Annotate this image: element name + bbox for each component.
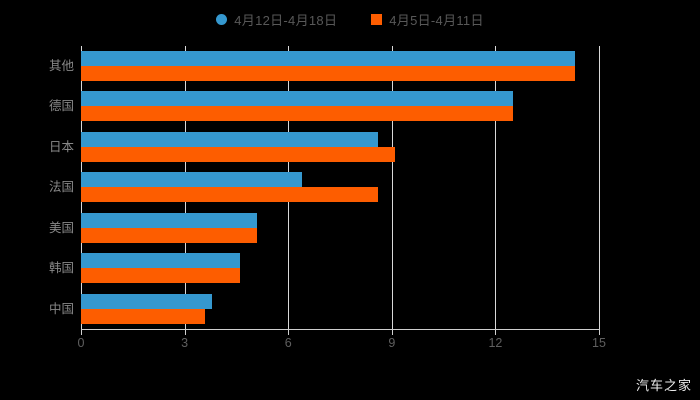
bar-group <box>81 208 599 248</box>
bar-orange[interactable] <box>81 308 206 324</box>
tick-mark <box>81 330 82 335</box>
legend-swatch-circle-icon <box>216 13 228 25</box>
watermark: 汽车之家 <box>635 378 692 393</box>
tick-label: 0 <box>77 336 85 350</box>
y-axis-label-5: 韩国 <box>48 261 74 276</box>
bar-orange[interactable] <box>81 227 258 243</box>
bar-group <box>81 248 599 288</box>
bar-group <box>81 46 599 86</box>
y-axis-label-1: 德国 <box>48 99 74 114</box>
gridline-15 <box>599 46 600 329</box>
bar-blue[interactable] <box>81 293 213 309</box>
legend-swatch-square-icon <box>371 13 383 25</box>
chart-legend: 4月12日-4月18日 4月5日-4月11日 <box>0 6 700 32</box>
y-axis-category-labels: 其他德国日本法国美国韩国中国 <box>0 46 74 329</box>
bar-blue[interactable] <box>81 172 302 188</box>
gridline-12 <box>495 46 497 329</box>
tick-label: 3 <box>181 336 189 350</box>
y-axis-label-2: 日本 <box>48 139 74 154</box>
bar-orange[interactable] <box>81 146 396 162</box>
bar-blue[interactable] <box>81 253 240 269</box>
y-axis-label-0: 其他 <box>48 59 74 73</box>
bar-orange[interactable] <box>81 66 575 81</box>
y-axis-label-6: 中国 <box>48 301 74 316</box>
tick-mark <box>495 330 497 335</box>
tick-mark <box>599 330 600 335</box>
tick-mark <box>391 330 393 335</box>
tick-label: 9 <box>388 336 396 350</box>
x-axis-ticks: 0 3 6 9 12 15 <box>77 330 606 356</box>
tick-mark <box>184 330 186 335</box>
bar-blue[interactable] <box>81 51 575 66</box>
legend-item-orange[interactable]: 4月5日-4月11日 <box>371 10 484 29</box>
plot-area <box>81 46 600 329</box>
bar-blue[interactable] <box>81 131 378 147</box>
bar-orange[interactable] <box>81 187 378 203</box>
bar-rows <box>81 46 599 329</box>
bar-group <box>81 86 599 126</box>
legend-label-blue: 4月12日-4月18日 <box>234 12 338 28</box>
legend-item-blue[interactable]: 4月12日-4月18日 <box>216 10 337 29</box>
tick-label: 15 <box>592 336 606 350</box>
legend-label-orange: 4月5日-4月11日 <box>389 12 484 28</box>
bar-blue[interactable] <box>81 212 258 228</box>
bar-orange[interactable] <box>81 268 240 284</box>
y-axis-label-3: 法国 <box>48 180 74 195</box>
tick-label: 6 <box>284 336 292 350</box>
bar-orange[interactable] <box>81 106 513 122</box>
tick-mark <box>288 330 290 335</box>
x-axis-line <box>81 329 600 330</box>
y-axis-label-4: 美国 <box>48 220 74 235</box>
tick-label: 12 <box>488 336 503 350</box>
bar-group <box>81 167 599 207</box>
bar-group <box>81 289 599 329</box>
gridline-9 <box>391 46 393 329</box>
bar-group <box>81 127 599 167</box>
bar-blue[interactable] <box>81 91 513 107</box>
